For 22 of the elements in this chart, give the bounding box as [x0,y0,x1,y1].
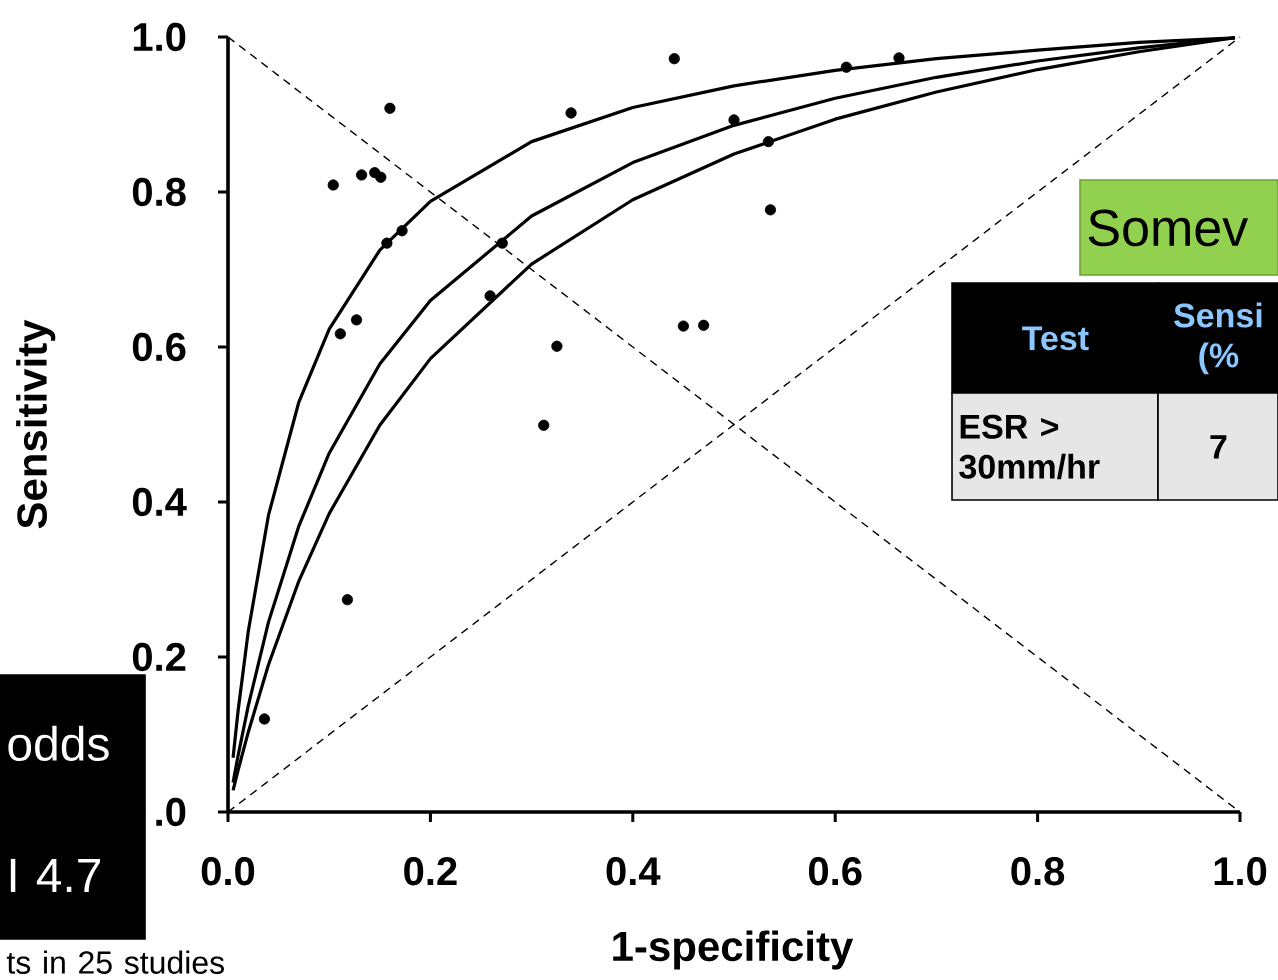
y-tick-label: 1.0 [133,22,186,52]
y-axis-title: Sensitivity [16,319,56,529]
x-tick-label: 1.0 [1214,857,1267,886]
annotation: ESR > 30mm/hr [959,414,1100,480]
y-tick-label: .0 [156,797,186,827]
text: I 4.7 [10,858,101,892]
x-axis-title: 1-specificity [613,930,854,970]
text: odds [8,725,109,762]
y-tick-label: 0.6 [132,332,186,362]
annotation: Somev [1088,209,1249,247]
annotation: Sensi (% [1174,302,1262,375]
annotation: Test [1022,326,1089,351]
y-tick-label: 0.8 [132,177,186,207]
y-tick-label: 0.2 [132,642,186,672]
x-tick-label: 0.8 [1011,857,1065,886]
y-tick-label: 0.4 [132,487,187,517]
x-tick-label: 0.2 [404,857,457,886]
x-tick-label: 0.0 [201,857,255,886]
x-tick-label: 0.4 [606,857,661,886]
x-tick-label: 0.6 [808,857,862,886]
text: ts in 25 studies [6,950,224,974]
annotation: 7 [1210,435,1227,459]
